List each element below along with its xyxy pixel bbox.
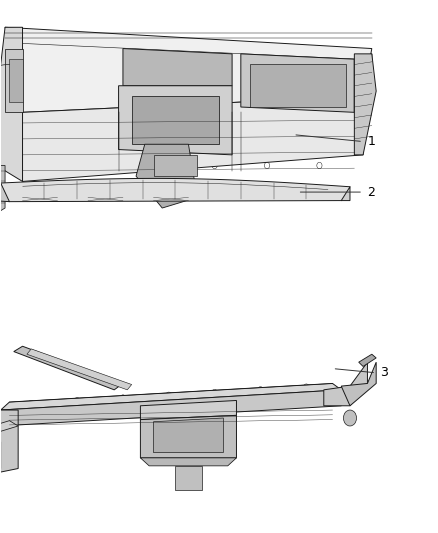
Polygon shape <box>10 59 22 102</box>
Circle shape <box>212 163 217 168</box>
Polygon shape <box>341 187 350 200</box>
Polygon shape <box>123 49 232 86</box>
Circle shape <box>55 163 60 168</box>
Text: 1: 1 <box>367 135 375 148</box>
Polygon shape <box>1 179 350 201</box>
Polygon shape <box>5 49 22 112</box>
FancyBboxPatch shape <box>119 403 129 408</box>
Polygon shape <box>153 418 223 453</box>
Circle shape <box>159 163 165 168</box>
Polygon shape <box>132 96 219 144</box>
Circle shape <box>74 398 80 405</box>
Polygon shape <box>241 54 354 112</box>
Polygon shape <box>22 96 363 181</box>
Polygon shape <box>0 183 10 201</box>
Polygon shape <box>250 64 346 107</box>
Polygon shape <box>0 442 1 471</box>
FancyBboxPatch shape <box>168 400 178 405</box>
Polygon shape <box>341 362 376 406</box>
Polygon shape <box>354 54 376 155</box>
Polygon shape <box>359 354 376 367</box>
Polygon shape <box>0 27 22 181</box>
Circle shape <box>120 395 126 402</box>
Ellipse shape <box>158 165 184 187</box>
Polygon shape <box>14 346 123 390</box>
Polygon shape <box>1 390 341 426</box>
Polygon shape <box>0 165 5 219</box>
Polygon shape <box>141 400 237 419</box>
Text: 3: 3 <box>381 366 389 379</box>
Circle shape <box>212 390 218 397</box>
Circle shape <box>107 163 113 168</box>
Circle shape <box>303 384 309 391</box>
Polygon shape <box>324 362 367 406</box>
Polygon shape <box>0 410 18 474</box>
FancyBboxPatch shape <box>267 394 276 399</box>
Polygon shape <box>141 415 237 458</box>
Circle shape <box>258 386 264 394</box>
Circle shape <box>28 400 34 408</box>
FancyBboxPatch shape <box>70 406 80 411</box>
Polygon shape <box>0 421 18 431</box>
Circle shape <box>166 392 172 400</box>
Circle shape <box>317 163 322 168</box>
Polygon shape <box>136 144 197 208</box>
Circle shape <box>175 160 184 171</box>
Text: 2: 2 <box>367 185 375 199</box>
Circle shape <box>265 163 270 168</box>
Polygon shape <box>5 27 372 112</box>
Polygon shape <box>1 383 341 410</box>
Polygon shape <box>175 466 201 490</box>
FancyBboxPatch shape <box>218 397 227 402</box>
Polygon shape <box>354 54 372 112</box>
Polygon shape <box>153 155 197 176</box>
Polygon shape <box>141 458 237 466</box>
Circle shape <box>343 410 357 426</box>
Polygon shape <box>27 349 132 390</box>
Polygon shape <box>119 86 232 155</box>
